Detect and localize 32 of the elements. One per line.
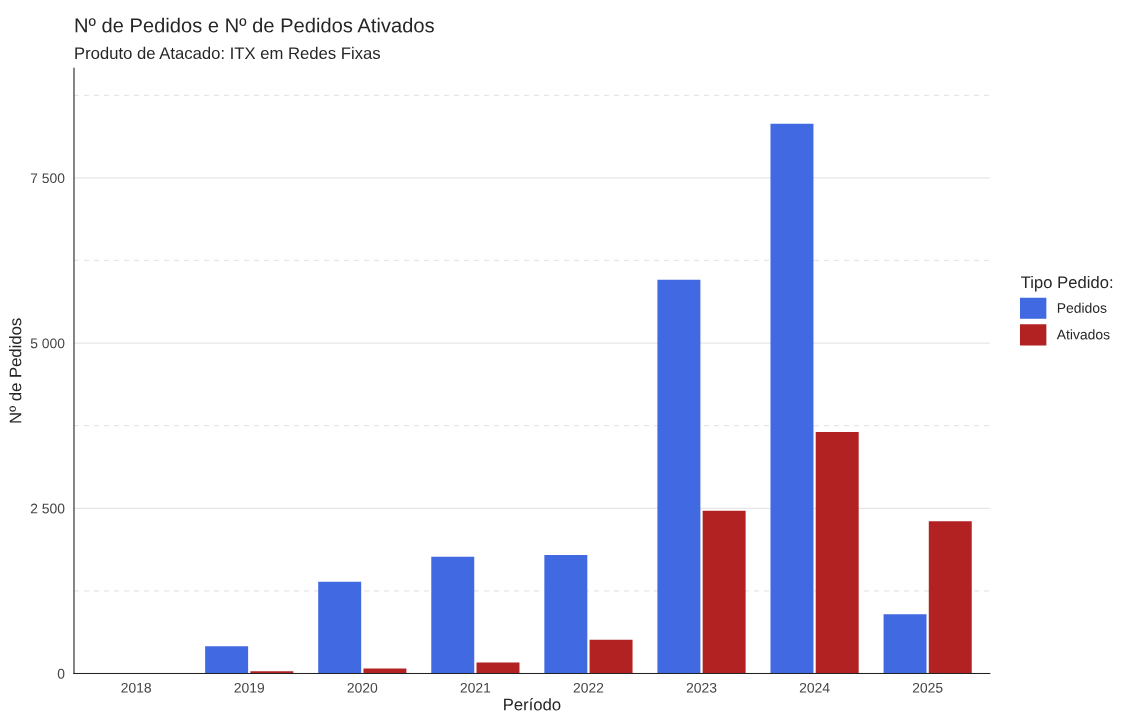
y-axis-title: Nº de Pedidos <box>9 318 22 423</box>
x-tick-label: 2023 <box>686 682 717 693</box>
bar <box>431 556 475 674</box>
chart-subtitle: Produto de Atacado: ITX em Redes Fixas <box>75 46 381 60</box>
x-tick-label: 2020 <box>347 682 378 693</box>
x-tick-label: 2019 <box>234 682 265 693</box>
bar <box>657 279 701 674</box>
bar <box>544 554 588 674</box>
bar <box>589 639 633 674</box>
y-tick-label: 0 <box>57 668 65 679</box>
y-tick-label: 7 500 <box>30 173 65 184</box>
x-axis-title: Período <box>504 698 561 711</box>
bar <box>815 431 859 674</box>
legend-title: Tipo Pedido: <box>1021 275 1113 292</box>
x-tick-label: 2024 <box>799 682 830 693</box>
x-tick-label: 2021 <box>460 682 491 693</box>
bar <box>928 521 972 674</box>
bar <box>318 581 362 674</box>
x-tick-label: 2025 <box>912 682 943 693</box>
bar <box>883 614 927 674</box>
legend-label: Pedidos <box>1057 302 1107 313</box>
y-tick-label: 5 000 <box>30 338 65 349</box>
x-tick-label: 2018 <box>121 682 152 693</box>
bar <box>363 668 407 674</box>
bar <box>205 646 249 674</box>
bar <box>702 510 746 674</box>
legend-label: Ativados <box>1056 329 1110 340</box>
chart-title: Nº de Pedidos e Nº de Pedidos Ativados <box>75 17 434 33</box>
bar <box>476 662 520 674</box>
y-tick-label: 2 500 <box>30 503 65 514</box>
x-tick-label: 2022 <box>573 682 604 693</box>
bar <box>770 123 814 674</box>
